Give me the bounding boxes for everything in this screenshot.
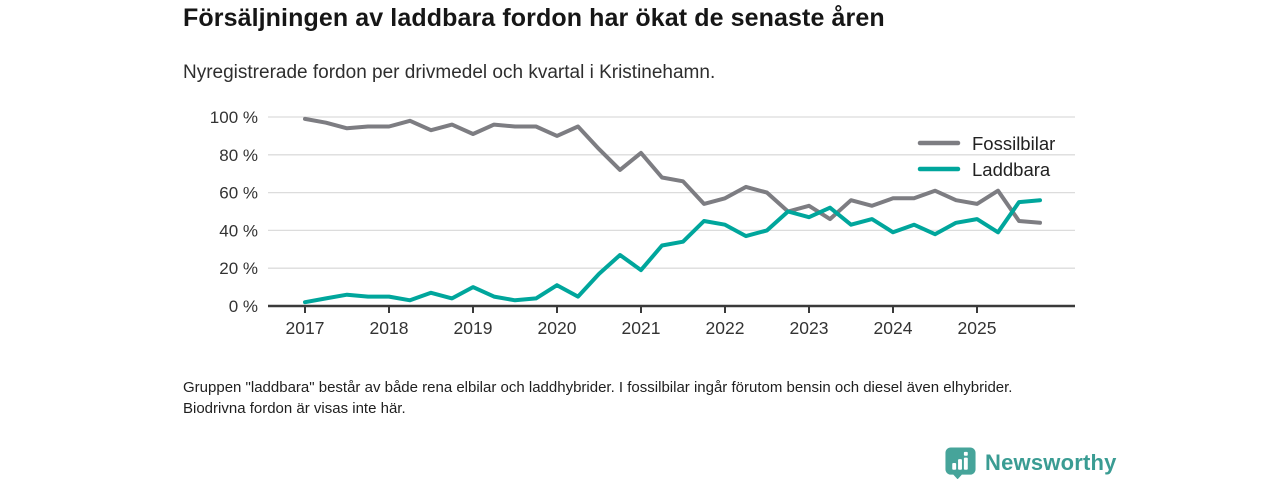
legend-label-fossilbilar: Fossilbilar <box>972 133 1055 154</box>
laddbara-line <box>303 198 1042 305</box>
line-chart: 0 % 20 % 40 % 60 % 80 % 100 % 2017 2018 2019 2020… <box>180 100 1090 350</box>
x-tick-label: 2018 <box>370 318 409 338</box>
logo-text: Newsworthy <box>985 449 1117 475</box>
x-tick-label: 2025 <box>958 318 997 338</box>
x-tick-label: 2022 <box>706 318 745 338</box>
x-tick-label: 2021 <box>622 318 661 338</box>
y-tick-label: 20 % <box>219 259 258 278</box>
newsworthy-logo: Newsworthy <box>944 446 1117 479</box>
legend-label-laddbara: Laddbara <box>972 159 1051 180</box>
x-tick-label: 2019 <box>454 318 493 338</box>
y-tick-label: 60 % <box>219 184 258 203</box>
x-tick-label: 2024 <box>874 318 913 338</box>
x-tick-label: 2017 <box>286 318 325 338</box>
y-tick-label: 0 % <box>229 297 258 316</box>
y-tick-label: 80 % <box>219 146 258 165</box>
fossilbilar-line <box>303 116 1042 225</box>
x-tick-label: 2023 <box>790 318 829 338</box>
page-title: Försäljningen av laddbara fordon har öka… <box>183 4 885 32</box>
x-tick-label: 2020 <box>538 318 577 338</box>
chart-subtitle: Nyregistrerade fordon per drivmedel och … <box>183 62 716 83</box>
chart-footnote: Gruppen "laddbara" består av både rena e… <box>183 379 1013 417</box>
chart-svg: 0 % 20 % 40 % 60 % 80 % 100 % 2017 2018 2019 2020… <box>210 108 1075 338</box>
y-tick-label: 100 % <box>210 108 258 127</box>
bar-chart-badge-icon <box>945 447 976 479</box>
y-tick-label: 40 % <box>219 221 258 240</box>
